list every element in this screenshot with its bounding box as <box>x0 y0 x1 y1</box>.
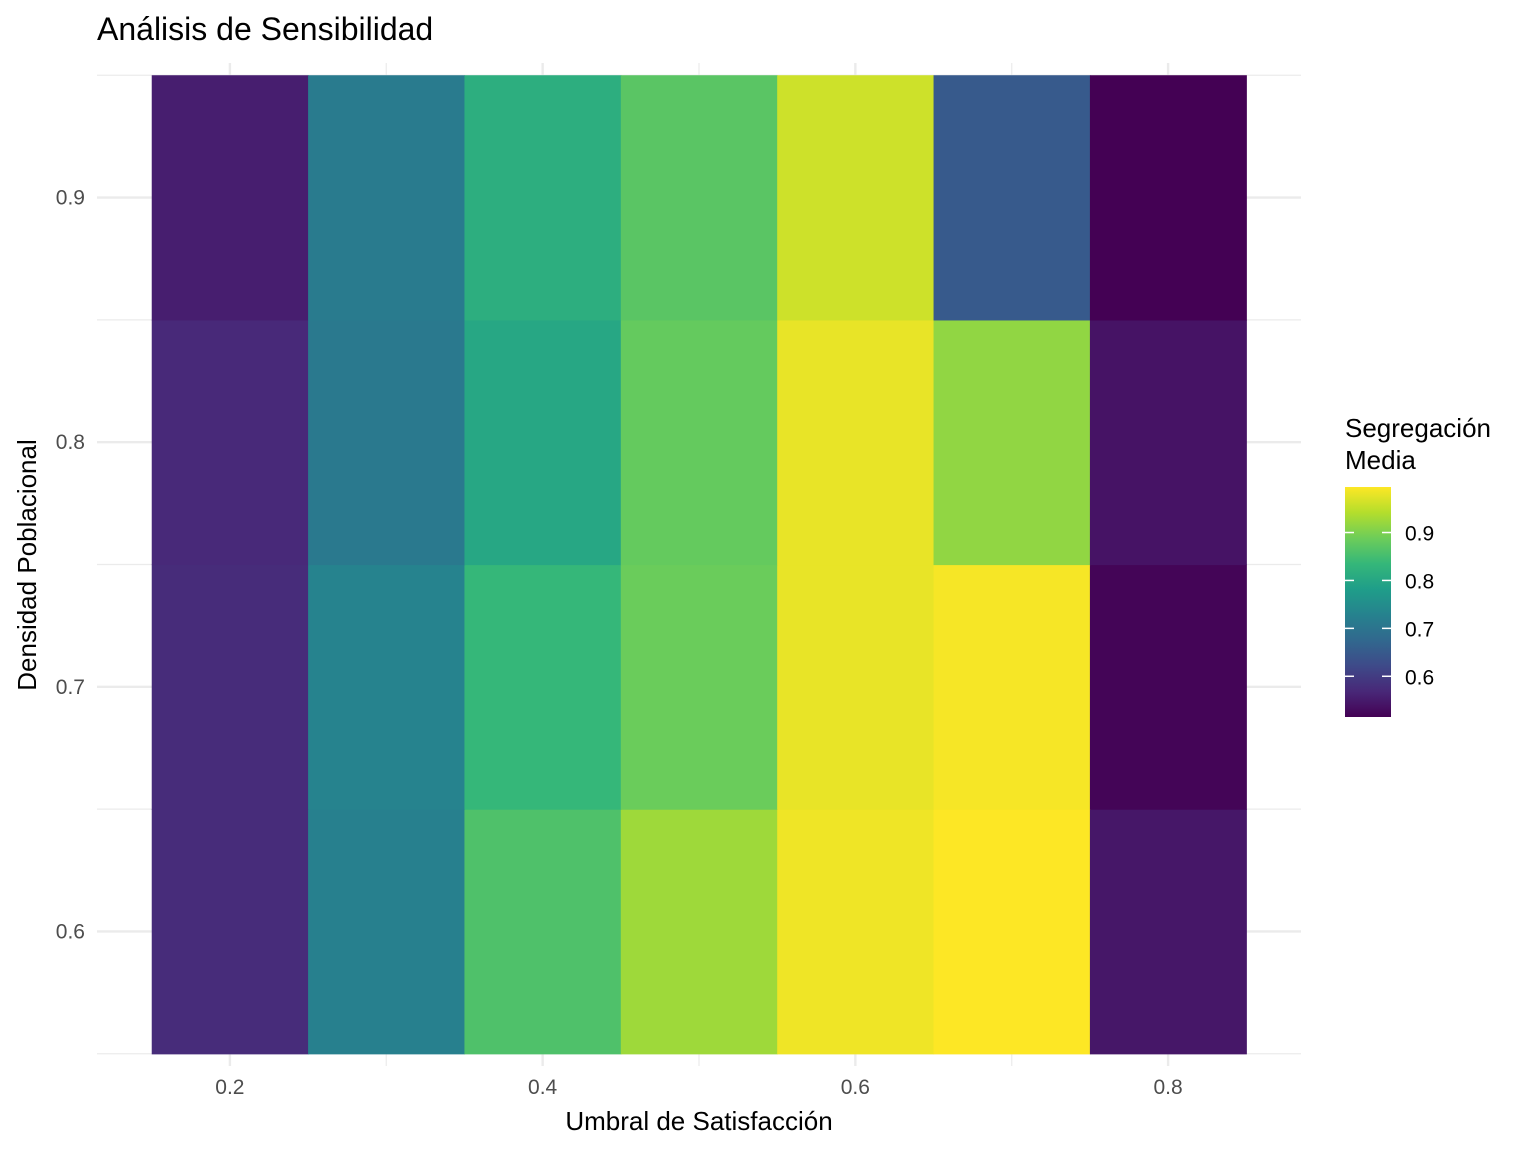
colorbar-tick-label: 0.6 <box>1405 666 1434 689</box>
heatmap-cell <box>933 564 1091 810</box>
x-axis-label: Umbral de Satisfacción <box>565 1106 832 1136</box>
heatmap-cell <box>620 564 778 810</box>
colorbar-legend: Segregación Media 0.6 0.7 0.8 0.9 <box>1345 413 1491 717</box>
colorbar <box>1345 487 1391 717</box>
heatmap-cell <box>464 809 622 1055</box>
y-axis-ticks: 0.6 0.7 0.8 0.9 <box>56 187 85 944</box>
heatmap-cell <box>777 564 935 810</box>
heatmap-cell <box>464 564 622 810</box>
chart-title: Análisis de Sensibilidad <box>97 11 433 47</box>
heatmap-cell <box>464 75 622 321</box>
x-axis-ticks: 0.2 0.4 0.6 0.8 <box>215 1076 1182 1099</box>
colorbar-tick-label: 0.8 <box>1405 570 1434 593</box>
heatmap-cell <box>151 564 309 810</box>
x-tick-label: 0.8 <box>1153 1076 1182 1099</box>
y-tick-label: 0.9 <box>56 187 85 210</box>
heatmap-cell <box>308 319 466 566</box>
heatmap-cell <box>308 564 466 810</box>
heatmap-cell <box>620 319 778 566</box>
y-tick-label: 0.8 <box>56 431 85 454</box>
heatmap-cell <box>1089 75 1247 321</box>
x-tick-label: 0.4 <box>528 1076 558 1099</box>
heatmap-cell <box>151 75 309 321</box>
y-axis-label: Densidad Poblacional <box>12 439 42 691</box>
heatmap-cell <box>1089 319 1247 566</box>
heatmap-cell <box>308 75 466 321</box>
heatmap-cell <box>620 75 778 321</box>
heatmap-cell <box>464 319 622 566</box>
y-tick-label: 0.6 <box>56 920 85 943</box>
y-tick-label: 0.7 <box>56 676 85 699</box>
heatmap-cell <box>151 809 309 1055</box>
heatmap-tiles <box>151 75 1247 1055</box>
heatmap-cell <box>933 319 1091 566</box>
heatmap-cell <box>777 319 935 566</box>
heatmap-cell <box>1089 809 1247 1055</box>
heatmap-cell <box>1089 564 1247 810</box>
heatmap-cell <box>777 809 935 1055</box>
colorbar-tick-label: 0.9 <box>1405 523 1434 546</box>
x-tick-label: 0.2 <box>215 1076 244 1099</box>
heatmap-cell <box>933 809 1091 1055</box>
heatmap-cell <box>933 75 1091 321</box>
x-tick-label: 0.6 <box>841 1076 870 1099</box>
heatmap-cell <box>151 319 309 566</box>
colorbar-ticks: 0.6 0.7 0.8 0.9 <box>1345 523 1434 689</box>
legend-title-line-1: Segregación <box>1345 413 1491 443</box>
legend-title-line-2: Media <box>1345 445 1416 475</box>
heatmap-cell <box>308 809 466 1055</box>
heatmap-cell <box>777 75 935 321</box>
heatmap-cell <box>620 809 778 1055</box>
colorbar-tick-label: 0.7 <box>1405 618 1434 641</box>
